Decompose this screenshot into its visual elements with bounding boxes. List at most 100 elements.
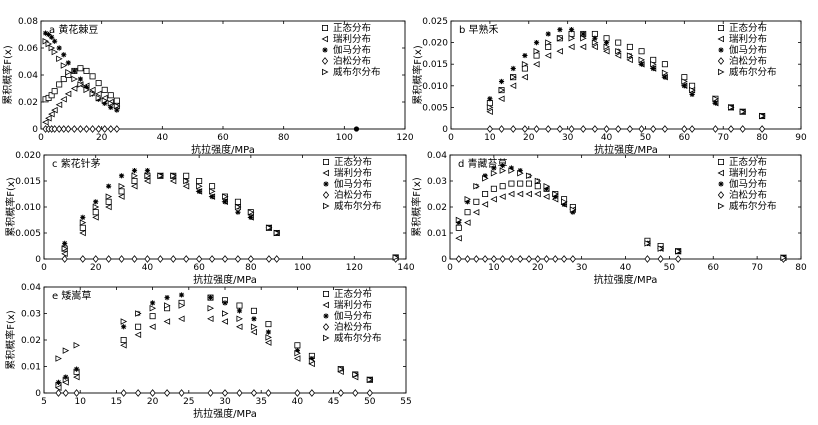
data-point-star (52, 38, 58, 44)
data-point-diamond (650, 125, 657, 133)
x-tick-label: 80 (795, 263, 807, 273)
data-point-triangle-right (101, 97, 109, 104)
data-point-square (89, 73, 96, 80)
panel-letter: c (52, 159, 58, 170)
data-point-triangle-right (196, 182, 203, 190)
panel-letter: d (458, 159, 464, 170)
data-point-triangle-right (603, 43, 611, 51)
data-point-diamond (486, 125, 494, 133)
data-point-diamond (265, 389, 272, 397)
data-point-square (107, 92, 114, 99)
data-point-diamond (615, 125, 622, 133)
data-point-triangle-right (545, 39, 552, 46)
data-point-star (248, 214, 254, 220)
data-point-diamond (525, 255, 533, 263)
data-point-triangle-right (221, 193, 229, 200)
panel-title: e 矮嵩草 (52, 290, 91, 302)
data-point-triangle-right (170, 172, 177, 180)
x-tick-label: 10 (484, 133, 496, 143)
y-tick-label: 0.005 (15, 229, 41, 239)
data-point-triangle-left (250, 328, 257, 336)
data-point-triangle-left (221, 318, 229, 325)
legend-marker-diamond (321, 57, 329, 65)
data-point-triangle-right (73, 342, 81, 349)
data-point-triangle-left (73, 373, 80, 381)
legend-marker-triangle-right (718, 68, 725, 76)
legend-label: 威布尔分布 (334, 332, 382, 344)
legend-marker-star (323, 313, 329, 319)
y-tick-label: 0.015 (15, 177, 41, 187)
data-point-triangle-left (556, 47, 563, 55)
data-point-triangle-right (580, 35, 587, 42)
legend-marker-triangle-right (321, 68, 329, 76)
x-tick-label: 0 (41, 263, 47, 273)
data-point-triangle-right (92, 203, 100, 211)
data-point-star (55, 379, 62, 385)
data-point-triangle-left (516, 190, 524, 198)
y-axis-title: 累积概率F(x) (411, 45, 424, 105)
y-axis-title: 累积概率F(x) (1, 45, 14, 105)
data-point-square (60, 76, 67, 83)
data-point-triangle-right (107, 100, 115, 107)
data-point-triangle-left (42, 119, 49, 126)
data-point-square (48, 92, 55, 99)
data-point-diamond (675, 255, 682, 263)
data-point-diamond (265, 255, 273, 263)
data-point-diamond (481, 255, 489, 263)
data-point-diamond (580, 125, 587, 133)
x-tick-label: 40 (142, 263, 154, 273)
y-tick-label: 0 (35, 389, 41, 399)
data-point-triangle-left (62, 379, 69, 386)
data-point-square (236, 302, 243, 309)
y-tick-label: 0 (442, 125, 448, 135)
data-point-diamond (157, 255, 164, 263)
y-tick-label: 0.005 (422, 103, 448, 113)
data-point-diamond (221, 389, 229, 397)
data-point-outlier (353, 126, 360, 132)
data-point-triangle-right (273, 229, 281, 237)
data-point-triangle-left (51, 106, 58, 114)
data-point-diamond (498, 125, 505, 133)
x-tick-label: 60 (679, 133, 691, 143)
data-point-diamond (543, 255, 550, 263)
data-point-star (164, 295, 170, 301)
legend-label: 瑞利分布 (334, 299, 372, 311)
legend-label: 瑞利分布 (334, 167, 372, 179)
data-point-triangle-left (64, 90, 72, 98)
data-point-star (522, 52, 528, 59)
x-tick-label: 30 (576, 263, 588, 273)
x-tick-label: 120 (346, 263, 363, 273)
data-point-star (464, 199, 471, 205)
data-point-triangle-right (48, 44, 56, 52)
data-point-triangle-right (55, 355, 62, 362)
legend-marker-square (322, 158, 329, 165)
data-point-triangle-right (337, 365, 345, 373)
data-point-star (63, 374, 69, 380)
data-point-triangle-left (464, 219, 471, 226)
x-tick-label: 100 (336, 133, 353, 143)
data-point-triangle-left (163, 318, 171, 325)
data-point-star (209, 194, 215, 200)
data-point-triangle-right (65, 69, 72, 76)
x-tick-label: 0 (448, 133, 454, 143)
legend-label: 瑞利分布 (729, 33, 767, 45)
data-point-triangle-left (543, 193, 550, 200)
data-point-triangle-right (644, 240, 651, 247)
data-point-star (251, 316, 257, 322)
data-point-triangle-left (79, 229, 86, 237)
data-point-diamond (51, 125, 58, 133)
x-tick-label: 70 (751, 263, 763, 273)
data-point-diamond (208, 255, 216, 263)
y-tick-label: 0.04 (18, 71, 38, 81)
data-point-triangle-left (134, 331, 142, 338)
legend-label: 伽马分布 (334, 310, 372, 322)
data-point-triangle-left (490, 195, 497, 203)
data-point-star (61, 52, 67, 58)
data-point-star (118, 173, 125, 179)
y-tick-label: 0.04 (427, 151, 447, 161)
x-tick-label: 40 (292, 397, 304, 407)
data-point-triangle-right (464, 195, 472, 203)
legend-label: 瑞利分布 (333, 33, 371, 45)
data-point-square (464, 209, 471, 216)
data-point-triangle-left (92, 214, 99, 221)
